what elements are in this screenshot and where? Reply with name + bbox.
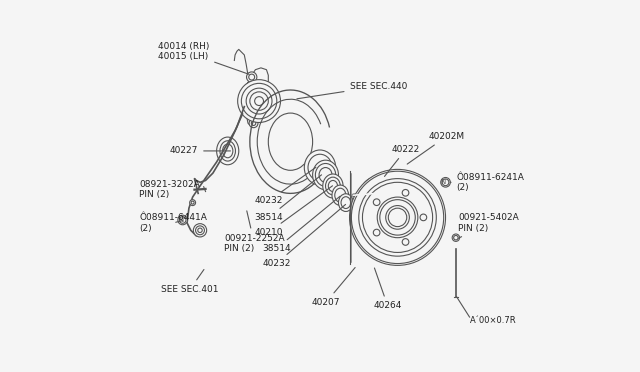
Text: 40014 (RH)
40015 (LH): 40014 (RH) 40015 (LH): [158, 42, 249, 74]
Text: 38514: 38514: [262, 196, 340, 253]
Text: 40222: 40222: [385, 145, 420, 176]
Text: N: N: [440, 179, 445, 185]
Circle shape: [373, 199, 380, 205]
Text: Ô08911-6441A
(2): Ô08911-6441A (2): [139, 213, 207, 232]
Text: 08921-3202A
PIN (2): 08921-3202A PIN (2): [139, 180, 204, 199]
Ellipse shape: [216, 137, 239, 165]
Circle shape: [420, 214, 427, 221]
Text: 40232: 40232: [262, 205, 346, 268]
Circle shape: [241, 83, 277, 119]
Text: SEE SEC.440: SEE SEC.440: [297, 82, 407, 99]
Circle shape: [452, 234, 460, 241]
Circle shape: [237, 80, 280, 122]
Circle shape: [193, 224, 207, 237]
Circle shape: [386, 206, 410, 229]
Text: 40232: 40232: [255, 167, 316, 205]
Text: 00921-5402A
PIN (2): 00921-5402A PIN (2): [458, 213, 519, 238]
Text: N: N: [179, 217, 184, 223]
Text: 40227: 40227: [170, 147, 230, 155]
Text: 40264: 40264: [374, 268, 402, 311]
Circle shape: [373, 229, 380, 236]
Text: Ô08911-6241A
(2): Ô08911-6241A (2): [450, 173, 525, 192]
Circle shape: [246, 72, 257, 82]
Text: A´00×0.7R: A´00×0.7R: [470, 316, 516, 325]
Circle shape: [402, 189, 409, 196]
Text: 38514: 38514: [255, 175, 321, 222]
Circle shape: [360, 177, 394, 210]
Text: 40202M: 40202M: [407, 132, 465, 164]
Circle shape: [349, 169, 445, 265]
Circle shape: [178, 215, 188, 225]
Circle shape: [249, 119, 258, 128]
Ellipse shape: [339, 194, 353, 211]
Circle shape: [359, 179, 436, 256]
Ellipse shape: [312, 160, 339, 190]
Circle shape: [189, 200, 196, 206]
Circle shape: [441, 177, 451, 187]
Circle shape: [402, 239, 409, 245]
Ellipse shape: [323, 174, 343, 198]
Ellipse shape: [304, 150, 336, 185]
Text: 00921-2252A
PIN (2): 00921-2252A PIN (2): [224, 211, 285, 253]
Text: 40210: 40210: [255, 186, 333, 237]
Circle shape: [377, 197, 418, 238]
Ellipse shape: [332, 185, 349, 205]
Text: SEE SEC.401: SEE SEC.401: [161, 269, 219, 294]
Text: 40207: 40207: [312, 267, 355, 307]
